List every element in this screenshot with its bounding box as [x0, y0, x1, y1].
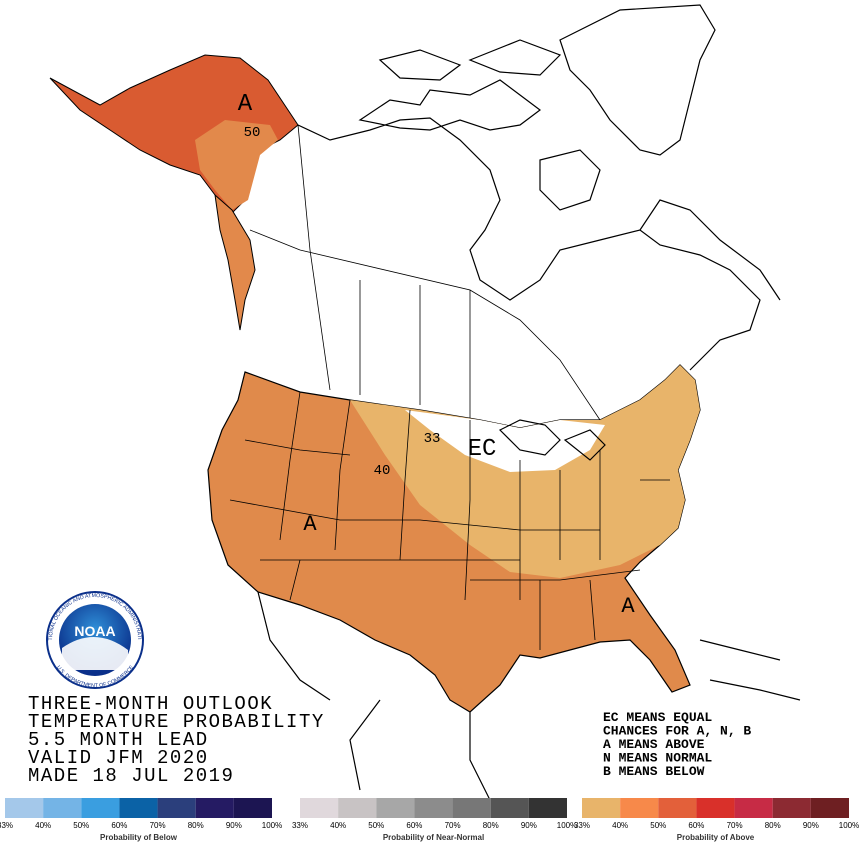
scale-swatch	[300, 798, 339, 818]
scale-tick-label: 50%	[73, 821, 89, 830]
scale-tick-label: 33%	[0, 821, 13, 830]
scale-tick-label: 40%	[612, 821, 628, 830]
scale-tick-label: 90%	[521, 821, 537, 830]
scale-swatch	[734, 798, 773, 818]
key-line: B MEANS BELOW	[603, 764, 705, 779]
scale-swatch	[490, 798, 529, 818]
scale-swatch	[658, 798, 697, 818]
scale-swatch	[376, 798, 415, 818]
key-line: EC MEANS EQUAL	[603, 710, 712, 725]
title-line: MADE 18 JUL 2019	[28, 765, 234, 787]
scale-swatch	[233, 798, 272, 818]
map-label: 33	[424, 431, 441, 447]
scale-swatch	[452, 798, 491, 818]
scale-swatch	[43, 798, 82, 818]
map-label: EC	[468, 436, 497, 463]
scale-tick-label: 80%	[765, 821, 781, 830]
scale-tick-label: 60%	[406, 821, 422, 830]
alaska-inner	[195, 120, 278, 210]
key-line: CHANCES FOR A, N, B	[603, 724, 751, 739]
scale-swatch	[5, 798, 44, 818]
scale-title: Probability of Above	[677, 833, 755, 842]
map-label: 50	[244, 125, 261, 141]
scale-swatch	[195, 798, 234, 818]
scale-tick-label: 60%	[111, 821, 127, 830]
title-line: TEMPERATURE PROBABILITY	[28, 711, 325, 733]
scale-tick-label: 90%	[226, 821, 242, 830]
key-line: N MEANS NORMAL	[603, 751, 712, 766]
title-line: VALID JFM 2020	[28, 747, 209, 769]
mexico	[257, 591, 491, 801]
arctic-islands	[358, 39, 601, 211]
scale-swatch	[528, 798, 567, 818]
scale-swatch	[414, 798, 453, 818]
canada-provinces	[249, 124, 601, 421]
scale-tick-label: 100%	[557, 821, 577, 830]
labrador	[639, 199, 781, 301]
logo-text: NOAA	[74, 623, 115, 639]
scale-tick-label: 50%	[650, 821, 666, 830]
title-line: THREE-MONTH OUTLOOK	[28, 693, 273, 715]
map-label: 40	[374, 463, 391, 479]
key-line: A MEANS ABOVE	[603, 737, 705, 752]
scale-tick-label: 60%	[688, 821, 704, 830]
scale-tick-label: 90%	[803, 821, 819, 830]
scale-swatch	[582, 798, 621, 818]
scale-swatch	[81, 798, 120, 818]
scale-title: Probability of Below	[100, 833, 178, 842]
scale-title: Probability of Near-Normal	[383, 833, 484, 842]
panhandle	[214, 193, 256, 331]
scale-tick-label: 100%	[839, 821, 859, 830]
scale-swatch	[696, 798, 735, 818]
scale-tick-label: 50%	[368, 821, 384, 830]
canada-coast	[297, 117, 761, 371]
scale-swatch	[772, 798, 811, 818]
us-states	[229, 391, 670, 650]
scale-tick-label: 70%	[727, 821, 743, 830]
scale-tick-label: 40%	[35, 821, 51, 830]
scale-swatch	[338, 798, 377, 818]
map-labels: A 50 33 EC 40 A A	[238, 91, 636, 619]
color-scales: 33% 40% 50% 60% 70% 80% 90% 100% Probability of …	[0, 798, 859, 842]
map-label: A	[303, 512, 317, 537]
scale-tick-label: 33%	[574, 821, 590, 830]
great-lakes	[498, 419, 606, 461]
scale-swatch	[119, 798, 158, 818]
scale-tick-label: 40%	[330, 821, 346, 830]
title-line: 5.5 MONTH LEAD	[28, 729, 209, 751]
logo-bird	[62, 636, 128, 670]
map-label: A	[238, 91, 253, 118]
ec-region	[405, 410, 605, 472]
scale-tick-label: 80%	[483, 821, 499, 830]
caribbean	[699, 639, 801, 701]
greenland	[559, 4, 716, 156]
scale-tick-label: 100%	[262, 821, 282, 830]
scale-tick-label: 70%	[150, 821, 166, 830]
scale-tick-label: 70%	[445, 821, 461, 830]
scale-swatch	[810, 798, 849, 818]
scale-tick-label: 33%	[292, 821, 308, 830]
scale-tick-label: 80%	[188, 821, 204, 830]
scale-swatch	[157, 798, 196, 818]
map-label: A	[621, 594, 635, 619]
scale-swatch	[620, 798, 659, 818]
